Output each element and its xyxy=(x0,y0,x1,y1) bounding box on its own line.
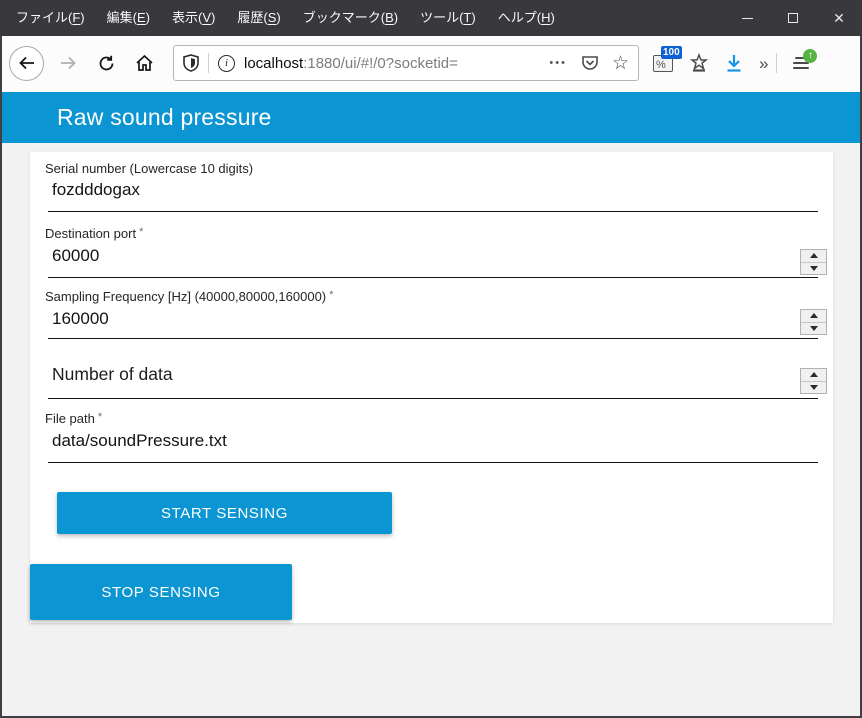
overflow-menu-button[interactable]: » xyxy=(759,55,768,72)
site-info-icon[interactable]: i xyxy=(218,54,235,72)
page-actions-icon[interactable]: ••• xyxy=(549,57,567,69)
url-text[interactable]: localhost:1880/ui/#!/0?socketid= xyxy=(244,54,548,72)
number-of-data-input[interactable] xyxy=(48,364,788,385)
forward-button[interactable] xyxy=(53,48,83,78)
triangle-down-icon xyxy=(809,325,818,331)
chevron-double-right-icon: » xyxy=(759,53,769,73)
triangle-up-icon xyxy=(809,313,818,319)
menu-view[interactable]: 表示(V) xyxy=(172,10,216,25)
maximize-icon xyxy=(788,13,798,23)
titlebar: ファイル(F) 編集(E) 表示(V) 履歴(S) ブックマーク(B) ツール(… xyxy=(0,0,862,36)
update-available-badge: ↑ xyxy=(803,49,818,63)
triangle-down-icon xyxy=(809,265,818,271)
pocket-icon[interactable] xyxy=(581,54,599,72)
back-arrow-icon xyxy=(18,56,34,70)
app-menu-button[interactable]: ↑ xyxy=(792,49,818,69)
spinner-up-button[interactable] xyxy=(801,310,826,322)
number-of-data-spinner xyxy=(800,368,827,394)
serial-number-underline xyxy=(48,211,818,212)
home-icon xyxy=(135,54,153,71)
star-tray-icon xyxy=(689,53,709,72)
spinner-down-button[interactable] xyxy=(801,321,826,334)
back-button[interactable] xyxy=(9,45,44,81)
page-content: Raw sound pressure Serial number (Lowerc… xyxy=(2,90,860,716)
menubar: ファイル(F) 編集(E) 表示(V) 履歴(S) ブックマーク(B) ツール(… xyxy=(0,0,566,36)
form-card: Serial number (Lowercase 10 digits) Dest… xyxy=(30,152,833,623)
destination-port-input[interactable] xyxy=(48,246,788,266)
url-fade xyxy=(477,54,548,72)
reload-button[interactable] xyxy=(91,48,121,78)
triangle-down-icon xyxy=(809,384,818,390)
download-arrow-icon xyxy=(727,54,741,72)
sampling-frequency-input[interactable] xyxy=(48,309,788,329)
url-host: localhost xyxy=(244,54,304,72)
toolbar-divider xyxy=(776,53,778,73)
home-button[interactable] xyxy=(129,48,159,78)
star-extension-button[interactable] xyxy=(689,53,709,73)
forward-arrow-icon xyxy=(61,56,76,70)
sampling-frequency-underline xyxy=(48,338,818,339)
page-top-strip xyxy=(2,90,860,92)
spinner-down-button[interactable] xyxy=(801,261,826,274)
required-asterisk: * xyxy=(97,411,103,423)
required-asterisk: * xyxy=(139,226,144,238)
start-sensing-button[interactable]: START SENSING xyxy=(57,492,392,534)
url-path: :1880/ui/#!/0?socketid= xyxy=(303,54,458,72)
zoom-extension-button[interactable]: % 100 xyxy=(653,45,682,72)
hamburger-icon xyxy=(795,57,808,59)
menu-edit[interactable]: 編集(E) xyxy=(106,10,150,25)
window-controls: ✕ xyxy=(724,0,862,36)
menu-history[interactable]: 履歴(S) xyxy=(237,10,281,25)
file-path-underline xyxy=(48,462,818,463)
reload-icon xyxy=(99,55,113,70)
required-asterisk: * xyxy=(329,289,334,301)
toolbar-right: % 100 » ↑ xyxy=(645,45,818,73)
file-path-input[interactable] xyxy=(48,431,818,451)
destination-port-underline xyxy=(48,277,818,278)
menu-tools[interactable]: ツール(T) xyxy=(420,10,476,25)
sampling-frequency-label: Sampling Frequency [Hz] (40000,80000,160… xyxy=(45,289,334,304)
file-path-label: File path * xyxy=(45,411,103,426)
zoom-level-badge: 100 xyxy=(661,45,682,59)
serial-number-label: Serial number (Lowercase 10 digits) xyxy=(45,161,254,176)
bookmark-star-icon[interactable]: ☆ xyxy=(611,52,629,74)
spinner-up-button[interactable] xyxy=(801,369,826,381)
spinner-down-button[interactable] xyxy=(801,380,826,393)
url-bar[interactable]: i localhost:1880/ui/#!/0?socketid= ••• ☆ xyxy=(173,45,639,81)
dashboard-header: Raw sound pressure xyxy=(2,92,860,143)
triangle-up-icon xyxy=(809,372,818,378)
urlbar-divider xyxy=(208,53,209,73)
number-of-data-underline xyxy=(48,398,818,399)
downloads-button[interactable] xyxy=(725,54,743,73)
close-button[interactable]: ✕ xyxy=(816,0,862,36)
close-icon: ✕ xyxy=(833,10,845,26)
minimize-button[interactable] xyxy=(724,0,770,36)
serial-number-input[interactable] xyxy=(48,180,818,200)
page-title: Raw sound pressure xyxy=(57,104,272,130)
maximize-button[interactable] xyxy=(770,0,816,36)
menu-help[interactable]: ヘルプ(H) xyxy=(497,10,555,25)
destination-port-spinner xyxy=(800,249,827,275)
menu-file[interactable]: ファイル(F) xyxy=(16,10,85,25)
spinner-up-button[interactable] xyxy=(801,250,826,262)
tracking-protection-shield-icon xyxy=(183,54,199,72)
menu-bookmarks[interactable]: ブックマーク(B) xyxy=(302,10,399,25)
stop-sensing-button[interactable]: STOP SENSING xyxy=(30,564,292,620)
destination-port-label: Destination port * xyxy=(45,226,144,241)
triangle-up-icon xyxy=(809,253,818,259)
minimize-icon xyxy=(741,17,753,19)
navigation-toolbar: i localhost:1880/ui/#!/0?socketid= ••• ☆… xyxy=(2,36,860,90)
sampling-frequency-spinner xyxy=(800,309,827,335)
